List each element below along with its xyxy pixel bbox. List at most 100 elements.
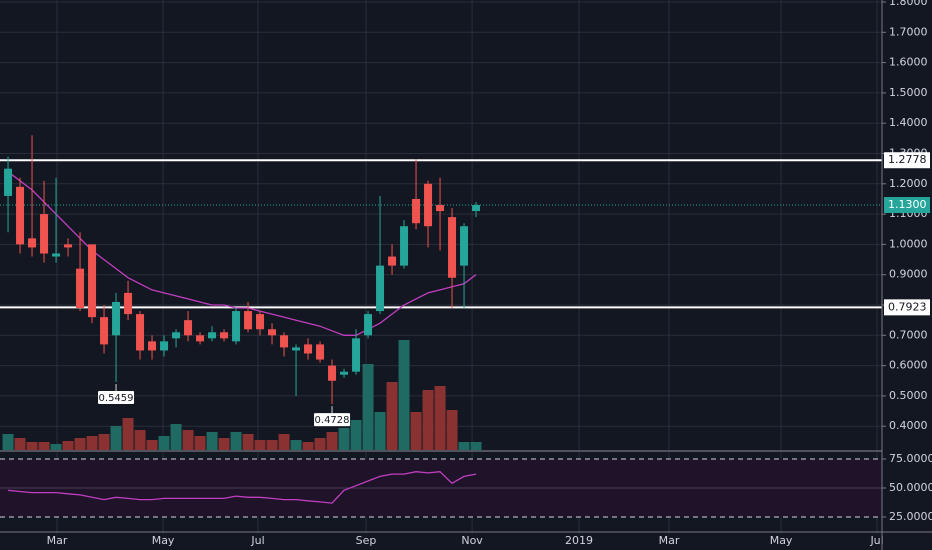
volume-bar	[398, 340, 410, 450]
candle-body	[160, 341, 169, 351]
volume-bar	[146, 440, 158, 450]
volume-bar	[98, 434, 110, 450]
candle-body	[268, 329, 277, 336]
volume-bar	[74, 438, 86, 450]
volume-bar	[266, 440, 278, 450]
rsi-tick-label: 75.0000	[889, 452, 932, 465]
moving-average	[7, 171, 477, 336]
volume-bar	[218, 438, 230, 450]
candle-body	[112, 301, 121, 336]
volume-bar	[194, 436, 206, 450]
candle-body	[436, 205, 445, 212]
level-tag	[884, 152, 930, 169]
candle-body	[328, 365, 337, 381]
volume-bar	[386, 382, 398, 450]
volume-bar	[338, 428, 350, 450]
annotation-box	[98, 391, 135, 405]
candle-body	[388, 256, 397, 266]
volume-bar	[446, 410, 458, 450]
candle-body	[76, 268, 85, 309]
volume-bar	[14, 438, 26, 450]
candle-body	[208, 332, 217, 339]
candle-body	[460, 226, 469, 266]
volume-bar	[38, 442, 50, 450]
x-tick-label: Mar	[659, 534, 680, 547]
candle-body	[364, 314, 373, 336]
x-tick-label: Jul	[250, 534, 264, 547]
volume-bar	[134, 430, 146, 450]
volume-bar	[110, 426, 122, 450]
y-tick-label: 0.6000	[889, 359, 928, 372]
volume-bar	[242, 434, 254, 450]
candle-body	[100, 317, 109, 345]
y-tick-label: 1.7000	[889, 25, 928, 38]
volume-bar	[302, 442, 314, 450]
volume-bar	[470, 442, 482, 450]
rsi-tick-label: 25.0000	[889, 510, 932, 523]
candle-body	[232, 311, 241, 342]
candle-body	[28, 238, 37, 248]
x-tick-label: May	[770, 534, 793, 547]
candle-body	[352, 338, 361, 372]
price-pane: 0.5459 0.4728	[0, 135, 882, 427]
volume-bar	[182, 430, 194, 450]
candle-body	[400, 226, 409, 266]
candle-body	[244, 311, 253, 330]
candle-body	[52, 253, 61, 257]
candle-body	[280, 335, 289, 348]
x-tick-label: Jul	[869, 534, 883, 547]
candle-body	[148, 341, 157, 351]
x-tick-label: May	[152, 534, 175, 547]
y-tick-label: 1.4000	[889, 116, 928, 129]
volume-bar	[434, 386, 446, 450]
volume-bar	[122, 418, 134, 450]
candle-body	[124, 292, 133, 315]
candle-body	[4, 168, 13, 196]
volume-bar	[206, 432, 218, 450]
volume-bar	[458, 442, 470, 450]
last-price-label: 1.1300	[888, 198, 927, 211]
y-tick-label: 1.8000	[889, 0, 928, 8]
x-tick-label: Nov	[461, 534, 483, 547]
volume-bar	[350, 420, 362, 450]
candle-body	[472, 205, 481, 212]
annotation-label: 0.5459	[99, 393, 134, 404]
candle-body	[340, 371, 349, 375]
candle-body	[424, 183, 433, 227]
volume-bar	[50, 444, 62, 450]
rsi-pane	[0, 458, 882, 518]
y-tick-label: 0.5000	[889, 389, 928, 402]
x-tick-label: 2019	[565, 534, 593, 547]
level-label: 1.2778	[888, 153, 927, 166]
candle-body	[448, 217, 457, 278]
candle-body	[220, 332, 229, 339]
candle-body	[64, 244, 73, 248]
volume-bar	[410, 412, 422, 450]
candle-body	[88, 244, 97, 318]
volume-bar	[2, 434, 14, 450]
candle-body	[16, 186, 25, 245]
annotation-box	[314, 413, 351, 427]
volume-bar	[314, 438, 326, 450]
candle-body	[316, 344, 325, 360]
volume-bar	[86, 436, 98, 450]
y-tick-label: 1.0000	[889, 237, 928, 250]
level-label: 0.7923	[888, 300, 927, 313]
volume-bar	[326, 432, 338, 450]
candle-body	[184, 320, 193, 336]
volume-bar	[62, 441, 74, 450]
volume-bar	[158, 436, 170, 450]
volume	[2, 340, 482, 450]
level-tag	[884, 299, 930, 316]
volume-bar	[230, 432, 242, 450]
volume-bar	[278, 434, 290, 450]
volume-bar	[170, 424, 182, 450]
x-tick-label: Sep	[356, 534, 377, 547]
candle-body	[376, 265, 385, 312]
candle-body	[412, 198, 421, 224]
candle-body	[172, 332, 181, 339]
annotation-label: 0.4728	[315, 415, 350, 426]
rsi-line	[7, 471, 477, 504]
